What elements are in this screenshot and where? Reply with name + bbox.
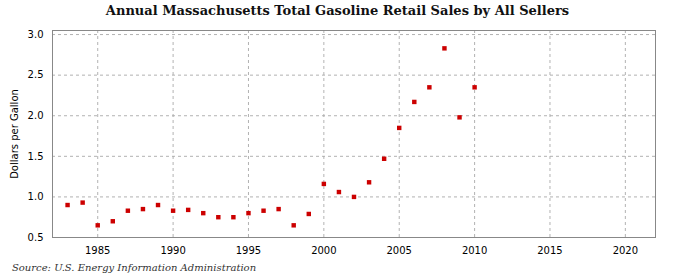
svg-text:2005: 2005	[386, 245, 411, 256]
svg-text:2015: 2015	[537, 245, 562, 256]
svg-text:1.5: 1.5	[28, 151, 44, 162]
svg-text:1.0: 1.0	[28, 191, 44, 202]
svg-text:0.5: 0.5	[28, 232, 44, 243]
svg-text:2010: 2010	[462, 245, 487, 256]
svg-text:2.5: 2.5	[28, 69, 44, 80]
html-text:Source: U.S. Energy Informatio: Source: U.S. Energy Information Administ…	[12, 262, 257, 273]
svg-text:1985: 1985	[85, 245, 110, 256]
svg-text:2000: 2000	[311, 245, 336, 256]
html-text:Annual Massachusetts Total Gas: Annual Massachusetts Total Gasoline Reta…	[105, 3, 570, 18]
svg-text:1995: 1995	[236, 245, 261, 256]
svg-text:3.0: 3.0	[28, 29, 44, 40]
svg-text:1990: 1990	[160, 245, 185, 256]
svg-text:2.0: 2.0	[28, 110, 44, 121]
svg-text:Dollars per Gallon: Dollars per Gallon	[9, 89, 20, 179]
svg-text:2020: 2020	[613, 245, 638, 256]
